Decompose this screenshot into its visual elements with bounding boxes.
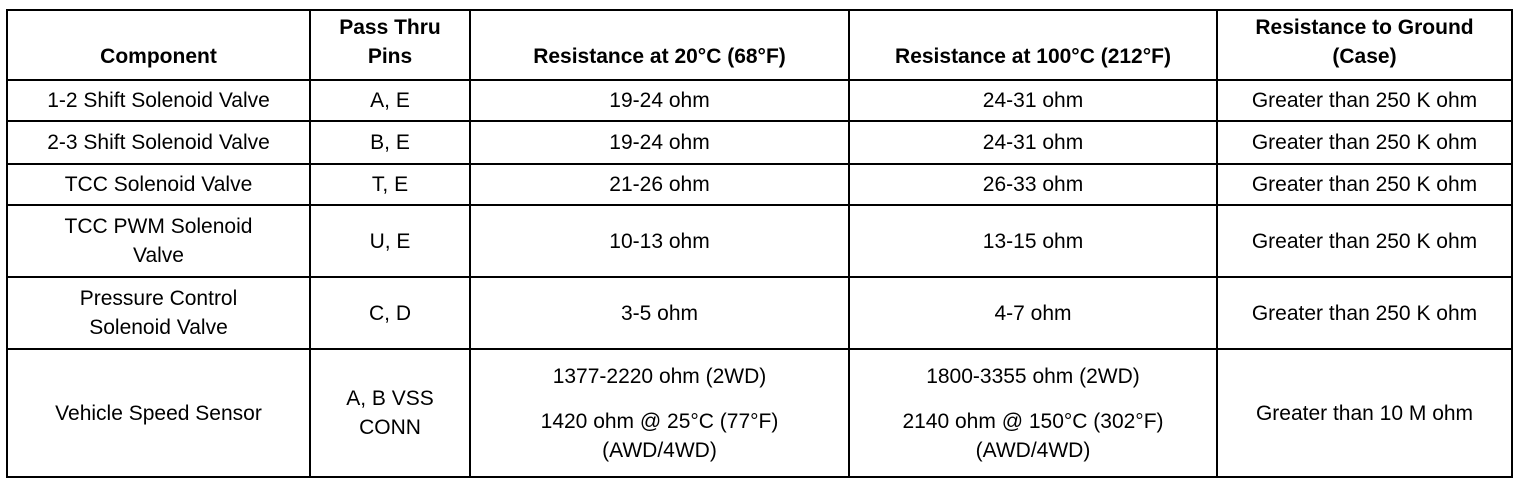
component-line1: TCC PWM Solenoid: [64, 215, 253, 238]
pins-cell: A, E: [309, 79, 471, 122]
resistance-100c-awd: 2140 ohm @ 150°C (302°F): [902, 409, 1164, 433]
pins-cell: B, E: [309, 120, 471, 165]
pins-line1: A, B VSS: [346, 387, 434, 410]
resistance-20c-2wd: 1377-2220 ohm (2WD): [552, 364, 767, 388]
pins-line2: CONN: [359, 416, 421, 439]
table-row: 2-3 Shift Solenoid Valve B, E 19-24 ohm …: [6, 120, 1513, 165]
resistance-100c-cell: 4-7 ohm: [848, 276, 1218, 350]
ground-resistance-cell: Greater than 10 M ohm: [1216, 348, 1513, 478]
component-line1: Pressure Control: [79, 287, 238, 310]
table-row: 1-2 Shift Solenoid Valve A, E 19-24 ohm …: [6, 79, 1513, 122]
component-cell: 1-2 Shift Solenoid Valve: [6, 79, 311, 122]
component-cell: 2-3 Shift Solenoid Valve: [6, 120, 311, 165]
pins-cell: U, E: [309, 204, 471, 278]
table-row: Pressure Control Solenoid Valve C, D 3-5 …: [6, 276, 1513, 350]
component-line2: Valve: [133, 244, 184, 267]
resistance-20c-cell: 3-5 ohm: [469, 276, 850, 350]
header-pins-line2: Pins: [367, 45, 413, 68]
ground-resistance-cell: Greater than 250 K ohm: [1216, 163, 1513, 206]
resistance-100c-cell: 26-33 ohm: [848, 163, 1218, 206]
header-resistance-20c: Resistance at 20°C (68°F): [469, 9, 850, 81]
resistance-20c-cell: 1377-2220 ohm (2WD) 1420 ohm @ 25°C (77°F…: [469, 348, 850, 478]
ground-resistance-cell: Greater than 250 K ohm: [1216, 120, 1513, 165]
component-cell: TCC PWM Solenoid Valve: [6, 204, 311, 278]
resistance-100c-cell: 1800-3355 ohm (2WD) 2140 ohm @ 150°C (302…: [848, 348, 1218, 478]
resistance-20c-cell: 21-26 ohm: [469, 163, 850, 206]
component-line2: Solenoid Valve: [89, 316, 228, 339]
component-cell: Pressure Control Solenoid Valve: [6, 276, 311, 350]
header-pins-line1: Pass Thru: [339, 16, 441, 39]
resistance-100c-awd-note: (AWD/4WD): [975, 438, 1091, 462]
header-component: Component: [6, 9, 311, 81]
header-row: Component Pass Thru Pins Resistance at 20…: [6, 9, 1513, 81]
resistance-100c-cell: 24-31 ohm: [848, 79, 1218, 122]
table-row: TCC PWM Solenoid Valve U, E 10-13 ohm 13-…: [6, 204, 1513, 278]
header-resistance-100c: Resistance at 100°C (212°F): [848, 9, 1218, 81]
table-row: Vehicle Speed Sensor A, B VSS CONN 1377-2…: [6, 348, 1513, 478]
ground-resistance-cell: Greater than 250 K ohm: [1216, 204, 1513, 278]
resistance-spec-table: Component Pass Thru Pins Resistance at 20…: [6, 9, 1513, 478]
resistance-20c-cell: 19-24 ohm: [469, 120, 850, 165]
pins-cell: C, D: [309, 276, 471, 350]
resistance-100c-cell: 24-31 ohm: [848, 120, 1218, 165]
resistance-100c-2wd: 1800-3355 ohm (2WD): [926, 364, 1140, 388]
component-cell: Vehicle Speed Sensor: [6, 348, 311, 478]
component-cell: TCC Solenoid Valve: [6, 163, 311, 206]
ground-resistance-cell: Greater than 250 K ohm: [1216, 79, 1513, 122]
resistance-20c-cell: 10-13 ohm: [469, 204, 850, 278]
table-row: TCC Solenoid Valve T, E 21-26 ohm 26-33 …: [6, 163, 1513, 206]
pins-cell: A, B VSS CONN: [309, 348, 471, 478]
resistance-20c-awd: 1420 ohm @ 25°C (77°F): [540, 409, 779, 433]
header-resistance-to-ground: Resistance to Ground (Case): [1216, 9, 1513, 81]
resistance-100c-cell: 13-15 ohm: [848, 204, 1218, 278]
header-ground-line1: Resistance to Ground: [1255, 16, 1474, 39]
resistance-20c-awd-note: (AWD/4WD): [602, 438, 717, 462]
pins-cell: T, E: [309, 163, 471, 206]
header-ground-line2: (Case): [1332, 45, 1397, 68]
header-pass-thru-pins: Pass Thru Pins: [309, 9, 471, 81]
resistance-20c-cell: 19-24 ohm: [469, 79, 850, 122]
ground-resistance-cell: Greater than 250 K ohm: [1216, 276, 1513, 350]
